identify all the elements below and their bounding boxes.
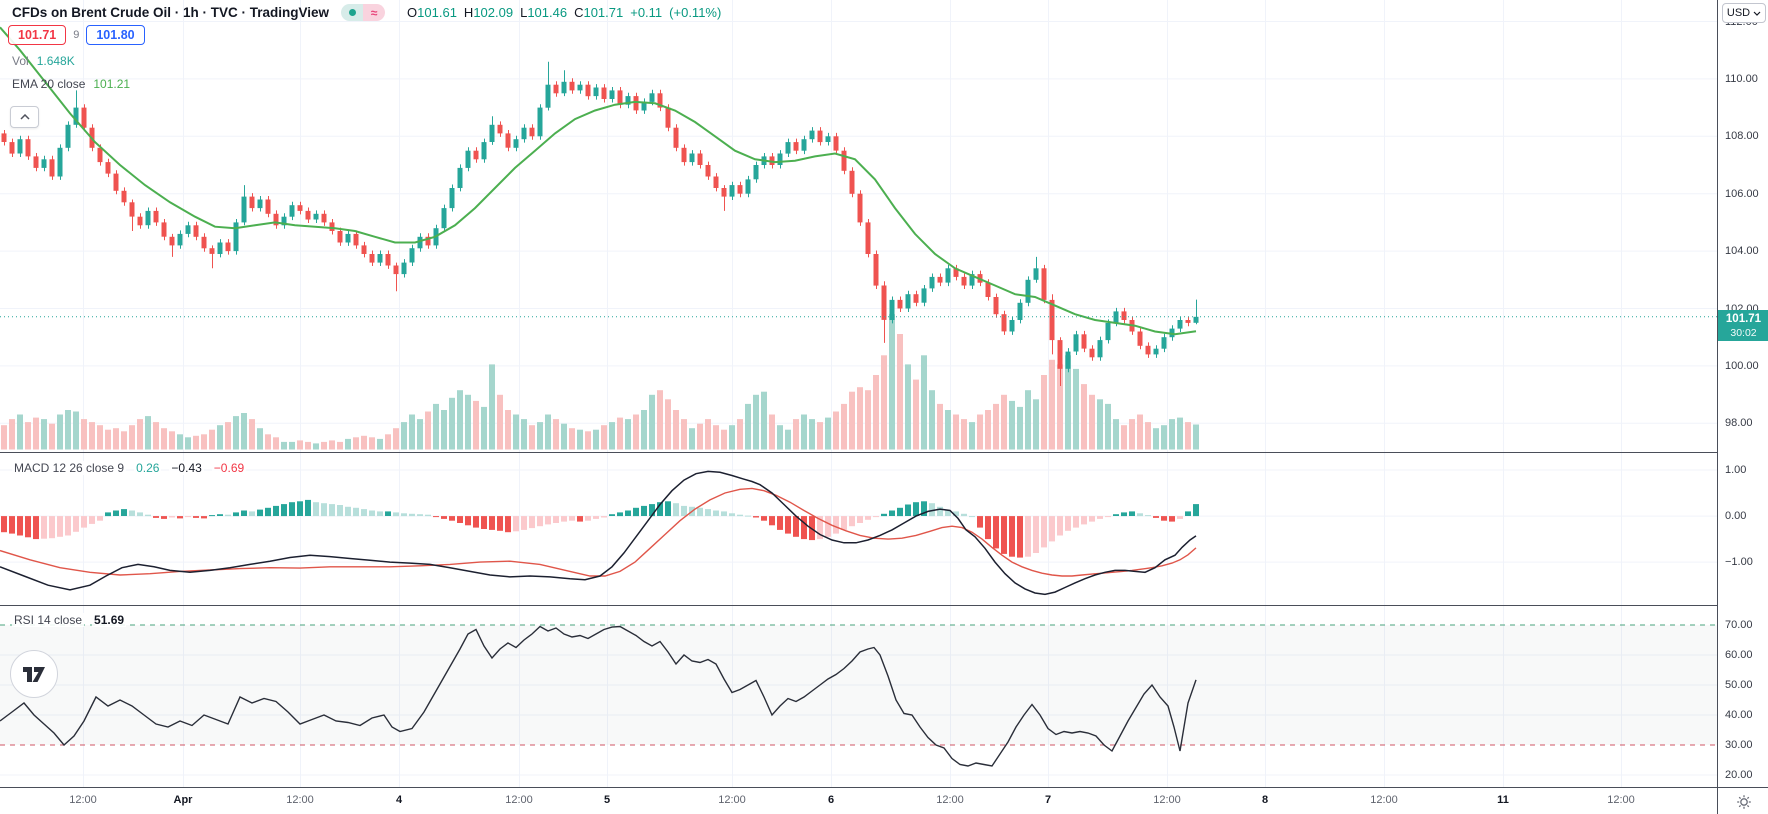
volume-series [1,314,1199,450]
macd-label: MACD 12 26 close 9 [12,461,127,475]
time-tick-label: 12:00 [69,794,97,806]
time-tick-label: 8 [1261,794,1269,806]
candlestick-series [1,61,1199,386]
currency-selector[interactable]: USD [1722,3,1766,23]
time-tick-label: Apr [173,794,193,806]
price-tick-label: 108.00 [1725,130,1759,143]
price-tick-label: 0.00 [1725,510,1747,523]
scale-settings-cell[interactable] [1717,787,1768,814]
open-label: O [407,5,418,20]
current-price-badge: 101.71 30:02 [1718,310,1768,341]
price-tick-label: 30.00 [1725,739,1753,751]
price-tick-label: 20.00 [1725,769,1753,781]
buy-button[interactable]: 101.80 [86,25,145,45]
volume-legend[interactable]: Vol 1.648K [12,54,75,68]
bid-ask-row: 101.71 9 101.80 [8,25,145,45]
price-tick-label: 60.00 [1725,649,1753,661]
change-percent: (+0.11%) [669,5,722,20]
ema-label: EMA 20 close [12,77,86,91]
time-tick-label: 12:00 [936,794,964,806]
time-tick-label: 12:00 [286,794,314,806]
chart-plot-area[interactable] [0,0,1717,787]
close-value: 101.71 [583,5,624,20]
volume-value: 1.648K [36,54,75,68]
price-tick-label: 70.00 [1725,619,1753,631]
ohlc-readout: O101.61 H102.09 L101.46 C101.71 +0.11 (+… [407,5,721,20]
delayed-data-icon: ≈ [363,4,386,21]
time-tick-label: 6 [827,794,835,806]
symbol-title[interactable]: CFDs on Brent Crude Oil · 1h · TVC · Tra… [12,5,330,20]
pane-dividers [0,452,1717,606]
macd-legend[interactable]: MACD 12 26 close 9 0.26 −0.43 −0.69 [12,461,247,475]
time-scale[interactable]: 12:00 Apr 12:00 4 12:00 5 12:00 6 12:00 7 12:00 8 12… [0,787,1717,814]
time-tick-label: 12:00 [718,794,746,806]
time-tick-label: 5 [603,794,611,806]
open-value: 101.61 [417,5,457,20]
spread-value: 9 [73,29,80,41]
price-tick-label: 106.00 [1725,187,1759,200]
macd-signal-value: −0.69 [211,461,247,475]
price-tick-label: 104.00 [1725,245,1759,258]
macd-histogram [1,499,1199,558]
macd-hist-value: 0.26 [134,461,162,475]
price-tick-label: 50.00 [1725,679,1753,691]
price-tick-label: 40.00 [1725,709,1753,721]
macd-line-value: −0.43 [169,461,204,475]
price-tick-label: 110.00 [1725,72,1758,85]
time-tick-label: 11 [1497,794,1509,806]
chart-canvas[interactable] [0,0,1717,787]
price-tick-label: 1.00 [1725,463,1747,476]
ema-line [0,26,1197,336]
sell-button[interactable]: 101.71 [8,25,67,45]
tradingview-logo[interactable] [10,650,58,698]
tradingview-logo-icon [23,666,45,682]
low-label: L [520,5,528,20]
macd-signal-line [0,487,1197,577]
chevron-down-icon [1753,11,1761,16]
market-status-pill[interactable]: ≈ [341,4,386,21]
price-tick-label: 98.00 [1725,417,1753,430]
rsi-value: 51.69 [92,613,127,627]
chevron-up-icon [19,114,30,120]
price-tick-label: −1.00 [1725,556,1753,569]
time-tick-label: 12:00 [505,794,533,806]
current-price-value: 101.71 [1725,312,1762,325]
time-tick-label: 12:00 [1607,794,1635,806]
rsi-legend[interactable]: RSI 14 close 51.69 [12,613,127,627]
macd-line [0,470,1197,596]
change-value: +0.11 [630,5,663,20]
ema-legend[interactable]: EMA 20 close 101.21 [12,77,130,91]
price-scale[interactable]: 112.00110.00108.00106.00104.00102.00100.… [1717,0,1768,787]
high-value: 102.09 [473,5,514,20]
close-label: C [574,5,584,20]
time-tick-label: 7 [1044,794,1052,806]
gear-icon [1736,794,1751,809]
high-label: H [463,5,474,20]
symbol-header: CFDs on Brent Crude Oil · 1h · TVC · Tra… [12,4,721,21]
time-tick-label: 4 [395,794,403,806]
volume-label: Vol [12,54,29,68]
rsi-pane [0,624,1717,746]
bar-countdown: 30:02 [1730,326,1757,339]
rsi-line [0,625,1197,767]
time-tick-label: 12:00 [1370,794,1398,806]
time-tick-label: 12:00 [1153,794,1181,806]
price-tick-label: 100.00 [1725,359,1759,372]
ema-value: 101.21 [93,77,131,91]
pane-collapse-button[interactable] [10,106,39,128]
market-open-dot-icon [341,4,364,21]
rsi-label: RSI 14 close [12,613,85,627]
low-value: 101.46 [527,5,568,20]
currency-label: USD [1726,7,1751,19]
